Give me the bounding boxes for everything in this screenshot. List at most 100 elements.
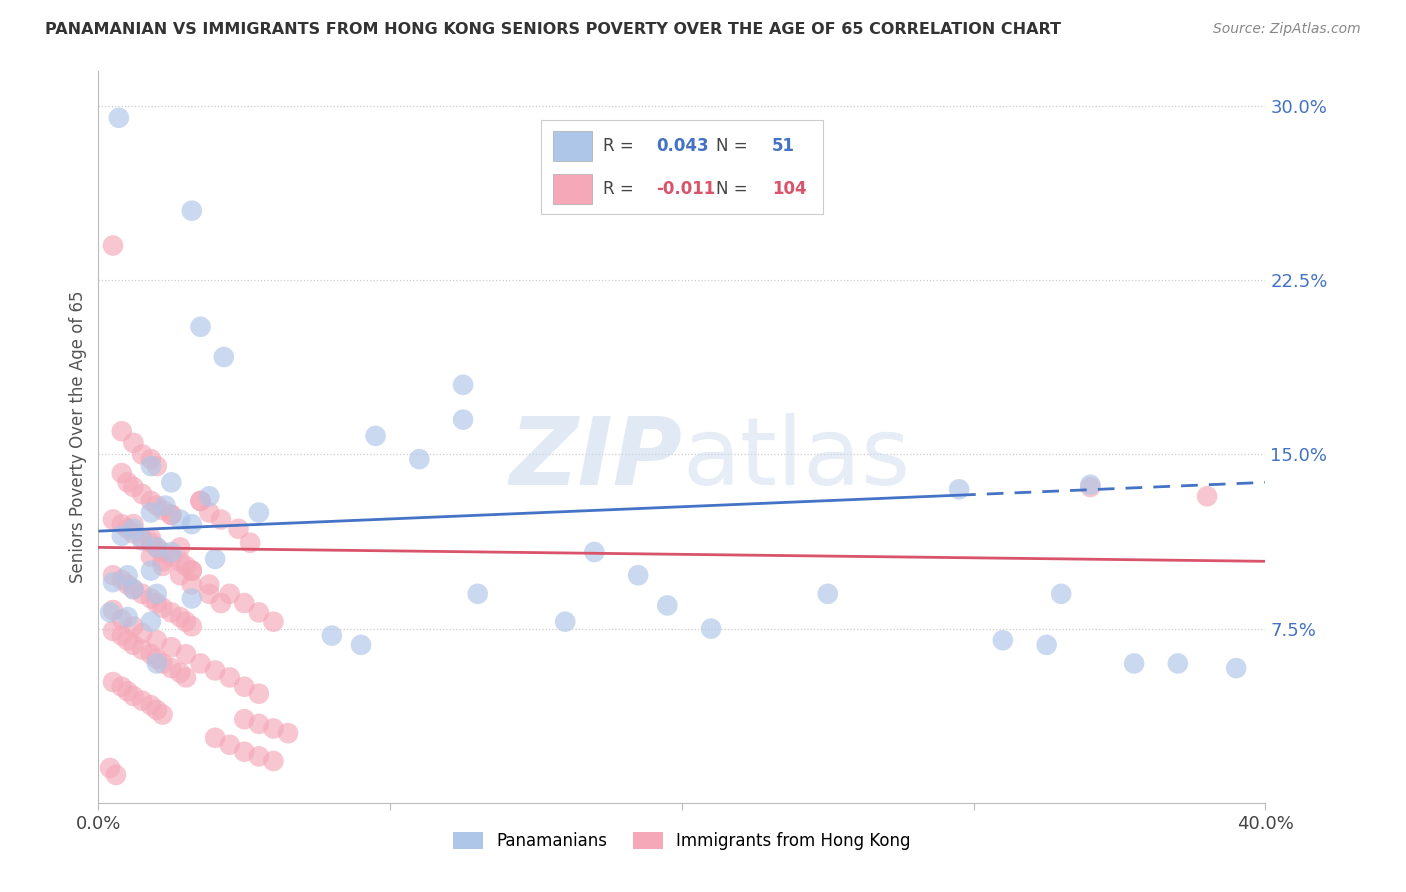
Text: R =: R = bbox=[603, 136, 640, 154]
Point bbox=[554, 615, 576, 629]
Point bbox=[204, 731, 226, 745]
Point bbox=[817, 587, 839, 601]
Point bbox=[104, 768, 127, 782]
Point bbox=[111, 517, 134, 532]
Point bbox=[139, 535, 162, 549]
Point bbox=[146, 459, 169, 474]
Point bbox=[233, 745, 256, 759]
Point bbox=[117, 522, 139, 536]
Point bbox=[247, 716, 270, 731]
Point bbox=[152, 600, 174, 615]
Point bbox=[174, 558, 197, 573]
FancyBboxPatch shape bbox=[553, 174, 592, 203]
Point bbox=[155, 499, 177, 513]
Point bbox=[139, 531, 162, 545]
Point bbox=[117, 684, 139, 698]
Point bbox=[239, 535, 262, 549]
Point bbox=[180, 591, 202, 606]
Point bbox=[657, 599, 679, 613]
Point bbox=[209, 596, 232, 610]
Point bbox=[146, 596, 169, 610]
FancyBboxPatch shape bbox=[553, 131, 592, 161]
Point bbox=[160, 508, 183, 522]
Point bbox=[131, 693, 153, 707]
Legend: Panamanians, Immigrants from Hong Kong: Panamanians, Immigrants from Hong Kong bbox=[447, 825, 917, 856]
Point bbox=[1225, 661, 1247, 675]
Text: atlas: atlas bbox=[682, 413, 910, 505]
Point bbox=[111, 629, 134, 643]
Point bbox=[139, 698, 162, 713]
Point bbox=[1123, 657, 1146, 671]
Point bbox=[122, 638, 145, 652]
Point bbox=[146, 499, 169, 513]
Point bbox=[117, 568, 139, 582]
Point bbox=[122, 582, 145, 597]
Point bbox=[139, 506, 162, 520]
Point bbox=[131, 531, 153, 545]
Point bbox=[146, 541, 169, 555]
Point bbox=[233, 596, 256, 610]
Point bbox=[122, 526, 145, 541]
Point bbox=[180, 564, 202, 578]
Point bbox=[117, 475, 139, 490]
Point bbox=[131, 587, 153, 601]
Text: N =: N = bbox=[716, 180, 752, 198]
Point bbox=[247, 687, 270, 701]
Point bbox=[101, 238, 124, 252]
Point bbox=[174, 615, 197, 629]
Point bbox=[131, 487, 153, 501]
Point bbox=[198, 489, 221, 503]
Point bbox=[139, 549, 162, 564]
Point bbox=[139, 564, 162, 578]
Point bbox=[160, 606, 183, 620]
Point bbox=[152, 558, 174, 573]
Point bbox=[1035, 638, 1057, 652]
Point bbox=[277, 726, 299, 740]
Point bbox=[146, 657, 169, 671]
Point bbox=[111, 612, 134, 626]
Point bbox=[152, 545, 174, 559]
Point bbox=[190, 657, 212, 671]
Point bbox=[139, 647, 162, 661]
Point bbox=[98, 606, 121, 620]
Point bbox=[160, 475, 183, 490]
Point bbox=[101, 675, 124, 690]
Point bbox=[111, 424, 134, 438]
Point bbox=[139, 615, 162, 629]
Point bbox=[169, 554, 191, 568]
Point bbox=[1080, 477, 1102, 491]
Point bbox=[262, 615, 284, 629]
Point bbox=[1284, 606, 1306, 620]
Point bbox=[152, 657, 174, 671]
Point bbox=[350, 638, 373, 652]
Point bbox=[131, 448, 153, 462]
Text: PANAMANIAN VS IMMIGRANTS FROM HONG KONG SENIORS POVERTY OVER THE AGE OF 65 CORRE: PANAMANIAN VS IMMIGRANTS FROM HONG KONG … bbox=[45, 22, 1062, 37]
Point bbox=[117, 577, 139, 591]
Point bbox=[122, 436, 145, 450]
Point bbox=[101, 575, 124, 590]
Point bbox=[174, 647, 197, 661]
Point bbox=[122, 689, 145, 703]
Point bbox=[169, 568, 191, 582]
Point bbox=[152, 503, 174, 517]
Point bbox=[101, 568, 124, 582]
Point bbox=[218, 587, 240, 601]
Point bbox=[364, 429, 387, 443]
Point bbox=[146, 652, 169, 666]
Point bbox=[108, 111, 131, 125]
Point bbox=[146, 587, 169, 601]
Text: R =: R = bbox=[603, 180, 640, 198]
Point bbox=[321, 629, 343, 643]
Point bbox=[180, 517, 202, 532]
Point bbox=[198, 577, 221, 591]
Point bbox=[1195, 489, 1218, 503]
Point bbox=[169, 512, 191, 526]
Y-axis label: Seniors Poverty Over the Age of 65: Seniors Poverty Over the Age of 65 bbox=[69, 291, 87, 583]
Point bbox=[198, 587, 221, 601]
Point bbox=[247, 606, 270, 620]
Text: 0.043: 0.043 bbox=[657, 136, 709, 154]
Point bbox=[117, 633, 139, 648]
Point bbox=[152, 707, 174, 722]
Point bbox=[204, 664, 226, 678]
Point bbox=[233, 712, 256, 726]
